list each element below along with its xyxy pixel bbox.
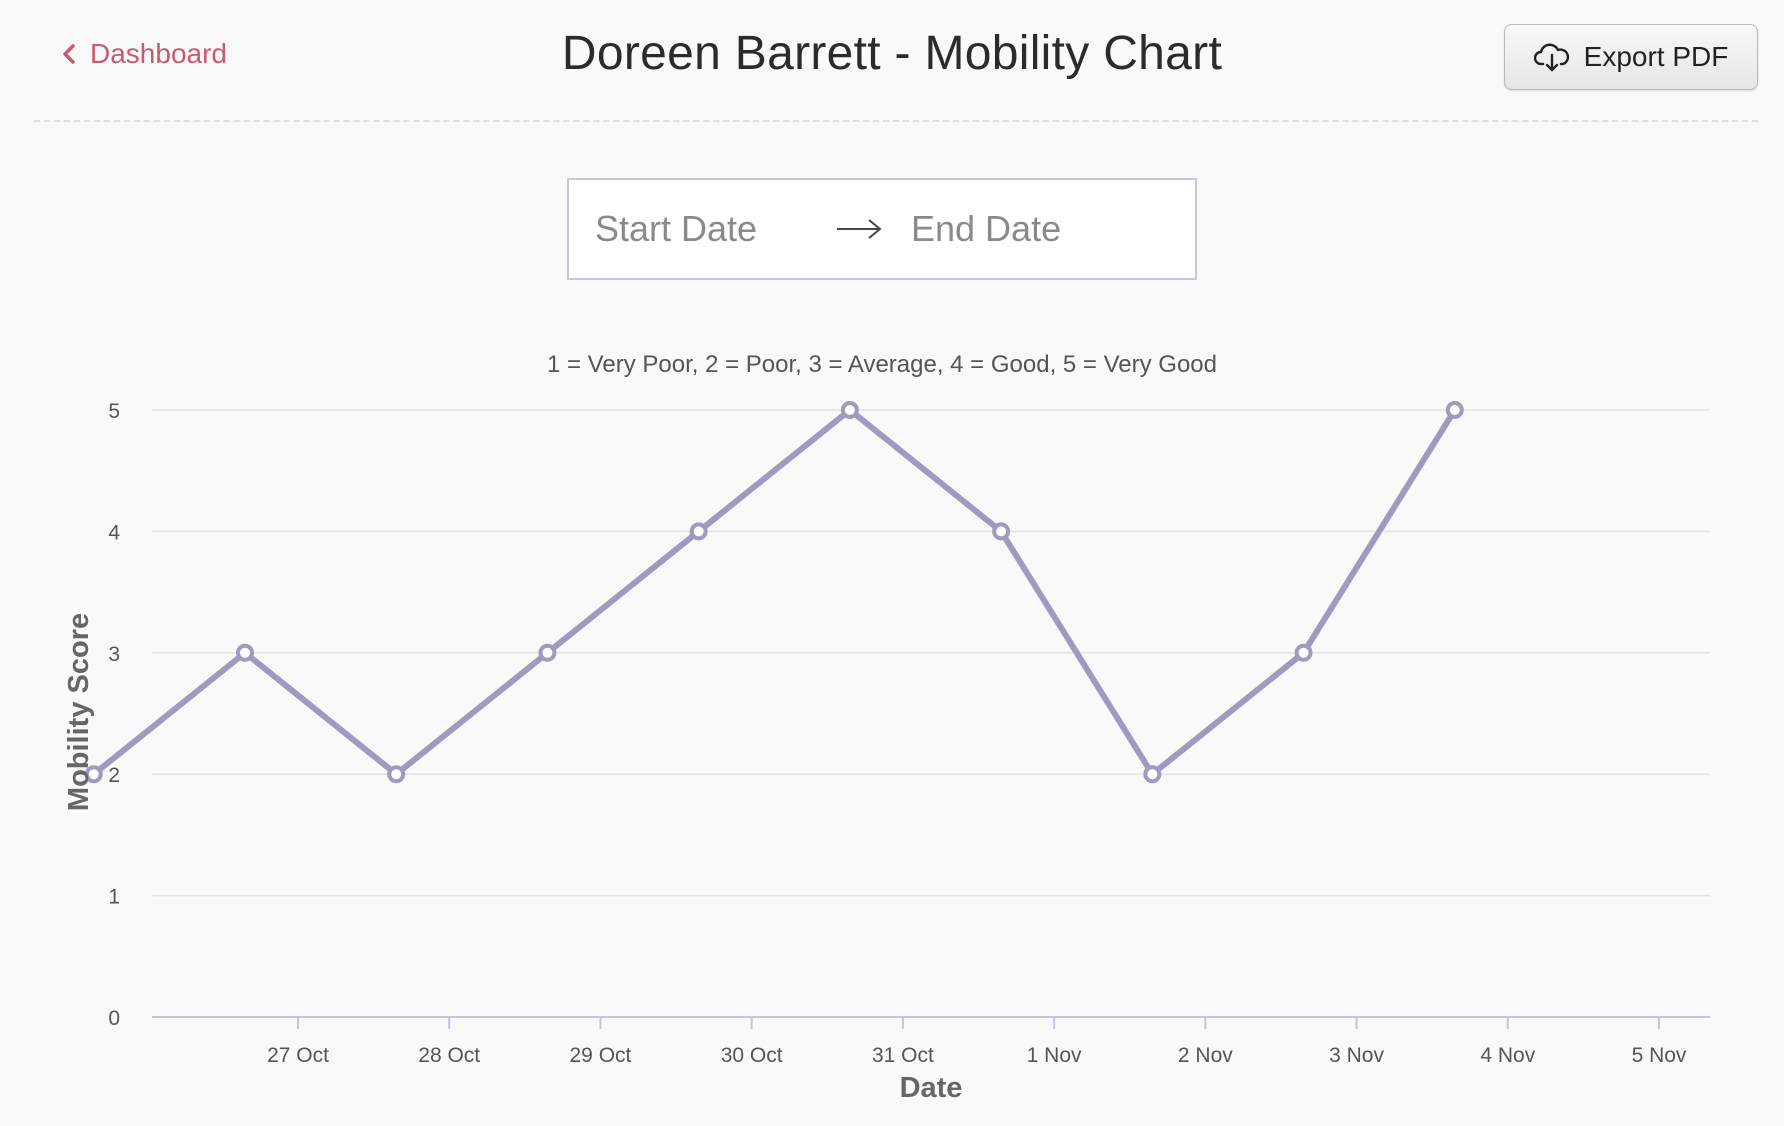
x-tick-label: 30 Oct — [721, 1044, 783, 1067]
data-point — [387, 765, 406, 784]
export-pdf-button[interactable]: Export PDF — [1504, 24, 1758, 90]
data-point — [1294, 643, 1313, 662]
y-tick-label: 2 — [108, 764, 120, 787]
data-point — [840, 401, 859, 419]
chevron-left-icon — [63, 44, 75, 64]
data-point — [84, 765, 103, 784]
date-range-picker — [567, 178, 1197, 280]
data-point — [1143, 765, 1162, 784]
y-tick-label: 4 — [108, 521, 120, 544]
x-axis-title: Date — [900, 1072, 963, 1104]
y-tick-label: 1 — [108, 886, 120, 909]
page-title: Doreen Barrett - Mobility Chart — [561, 27, 1223, 80]
y-tick-label: 3 — [108, 643, 120, 666]
start-date-input[interactable] — [593, 207, 817, 251]
data-point — [236, 643, 254, 662]
series-line — [90, 407, 1458, 778]
data-point — [992, 522, 1011, 541]
x-tick-label: 28 Oct — [418, 1044, 480, 1067]
x-tick-label: 1 Nov — [1027, 1044, 1082, 1067]
x-tick-label: 31 Oct — [872, 1044, 934, 1067]
data-point — [689, 522, 708, 541]
header-divider — [34, 120, 1758, 122]
arrow-right-icon — [837, 219, 882, 239]
export-pdf-label: Export PDF — [1583, 41, 1729, 72]
mobility-chart: 1 = Very Poor, 2 = Poor, 3 = Average, 4 … — [0, 330, 1784, 1126]
data-point — [1445, 401, 1464, 419]
chart-subtitle: 1 = Very Poor, 2 = Poor, 3 = Average, 4 … — [547, 351, 1217, 378]
back-link-label: Dashboard — [90, 38, 227, 69]
x-tick-label: 2 Nov — [1178, 1044, 1233, 1067]
y-tick-label: 5 — [108, 400, 120, 423]
x-tick-label: 5 Nov — [1632, 1044, 1687, 1067]
back-to-dashboard-link[interactable]: Dashboard — [60, 38, 227, 70]
mobility-line-chart: 1 = Very Poor, 2 = Poor, 3 = Average, 4 … — [63, 351, 1710, 1104]
end-date-input[interactable] — [909, 207, 1133, 251]
x-tick-label: 4 Nov — [1480, 1044, 1535, 1067]
x-tick-label: 3 Nov — [1329, 1044, 1384, 1067]
x-tick-label: 29 Oct — [570, 1044, 632, 1067]
x-tick-label: 27 Oct — [267, 1044, 329, 1067]
y-axis-title: Mobility Score — [63, 613, 95, 811]
cloud-download-icon — [1533, 43, 1569, 72]
y-tick-label: 0 — [108, 1007, 120, 1030]
header: Dashboard Doreen Barrett - Mobility Char… — [0, 0, 1784, 122]
data-point — [538, 643, 557, 662]
